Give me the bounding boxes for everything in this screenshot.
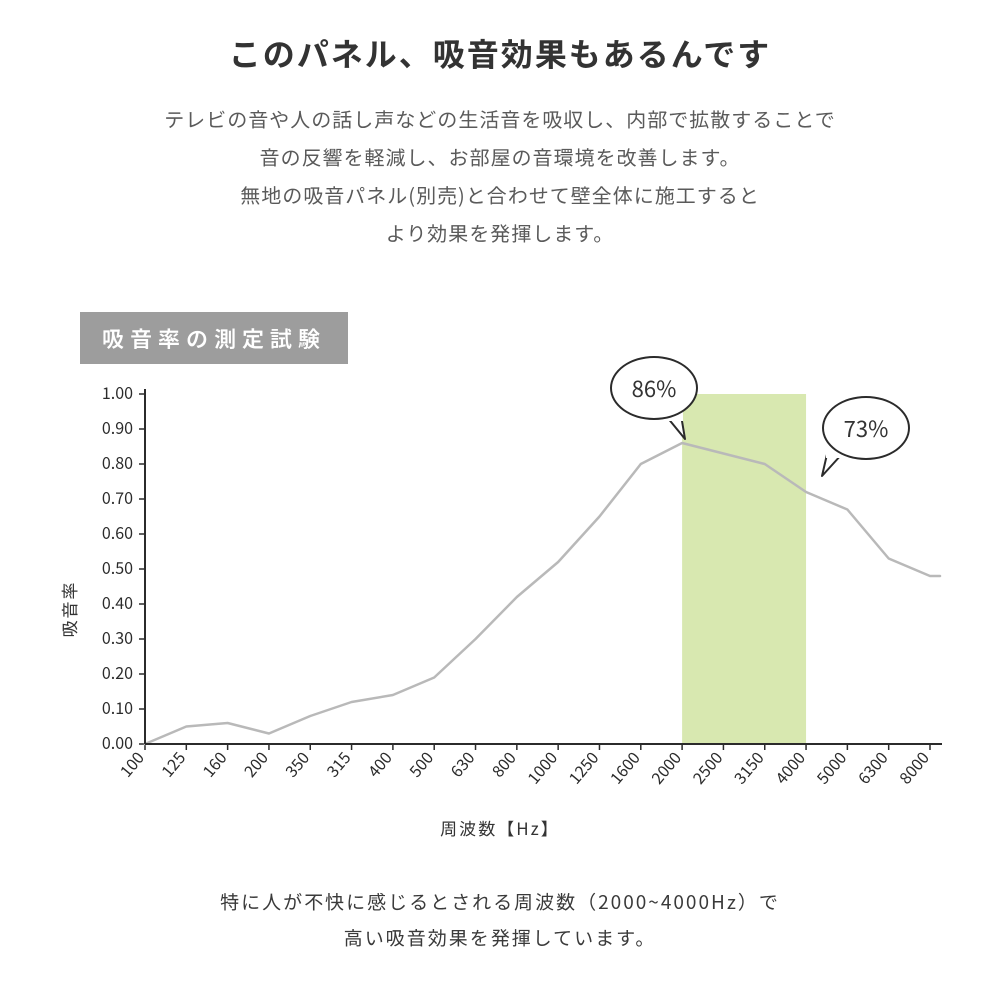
callout-bubble: 73% xyxy=(822,396,910,460)
x-tick-label: 160 xyxy=(196,746,232,782)
footnote-line: 特に人が不快に感じるとされる周波数（2000~4000Hz）で xyxy=(50,884,950,920)
footnote-line: 高い吸音効果を発揮しています。 xyxy=(50,920,950,956)
y-tick-label: 0.10 xyxy=(102,695,133,719)
x-tick-label: 6300 xyxy=(851,746,892,789)
x-tick-label: 2000 xyxy=(645,746,686,789)
x-tick-label: 200 xyxy=(237,746,273,782)
lead-line: 無地の吸音パネル(別売)と合わせて壁全体に施工すると xyxy=(50,176,950,214)
y-tick-label: 0.20 xyxy=(102,660,133,684)
callout: 86% xyxy=(610,356,698,420)
callout: 73% xyxy=(822,396,910,460)
y-tick-label: 0.70 xyxy=(102,485,133,509)
x-tick-label: 5000 xyxy=(810,746,851,789)
x-tick-label: 8000 xyxy=(893,746,934,789)
callout-bubble: 86% xyxy=(610,356,698,420)
y-tick-label: 0.90 xyxy=(102,415,133,439)
x-tick-label: 125 xyxy=(155,746,191,782)
x-tick-label: 630 xyxy=(444,746,480,782)
lead-text: テレビの音や人の話し声などの生活音を吸収し、内部で拡散することで 音の反響を軽減… xyxy=(50,100,950,252)
y-tick-label: 0.50 xyxy=(102,555,133,579)
section-label: 吸音率の測定試験 xyxy=(80,312,348,364)
x-tick-label: 4000 xyxy=(769,746,810,789)
x-tick-label: 350 xyxy=(279,746,315,782)
x-tick-label: 800 xyxy=(485,746,521,782)
y-tick-label: 0.30 xyxy=(102,625,133,649)
x-axis-label: 周波数【Hz】 xyxy=(440,815,559,840)
x-tick-label: 1000 xyxy=(521,746,562,789)
absorption-chart: 0.000.100.200.300.400.500.600.700.800.90… xyxy=(50,374,950,844)
x-tick-label: 3150 xyxy=(727,746,768,789)
chart-svg: 0.000.100.200.300.400.500.600.700.800.90… xyxy=(50,374,950,844)
x-tick-label: 1600 xyxy=(603,746,644,789)
y-tick-label: 0.80 xyxy=(102,450,133,474)
x-tick-label: 315 xyxy=(320,746,356,782)
y-tick-label: 0.40 xyxy=(102,590,133,614)
footnote-text: 特に人が不快に感じるとされる周波数（2000~4000Hz）で 高い吸音効果を発… xyxy=(50,884,950,956)
lead-line: テレビの音や人の話し声などの生活音を吸収し、内部で拡散することで xyxy=(50,100,950,138)
x-tick-label: 500 xyxy=(403,746,439,782)
x-tick-label: 2500 xyxy=(686,746,727,789)
y-axis-label: 吸音率 xyxy=(56,581,81,638)
lead-line: 音の反響を軽減し、お部屋の音環境を改善します。 xyxy=(50,138,950,176)
page-title: このパネル、吸音効果もあるんです xyxy=(50,30,950,76)
x-tick-label: 1250 xyxy=(562,746,603,789)
data-line xyxy=(145,443,940,744)
y-tick-label: 0.60 xyxy=(102,520,133,544)
y-tick-label: 1.00 xyxy=(102,380,133,404)
x-tick-label: 400 xyxy=(361,746,397,782)
lead-line: より効果を発揮します。 xyxy=(50,214,950,252)
